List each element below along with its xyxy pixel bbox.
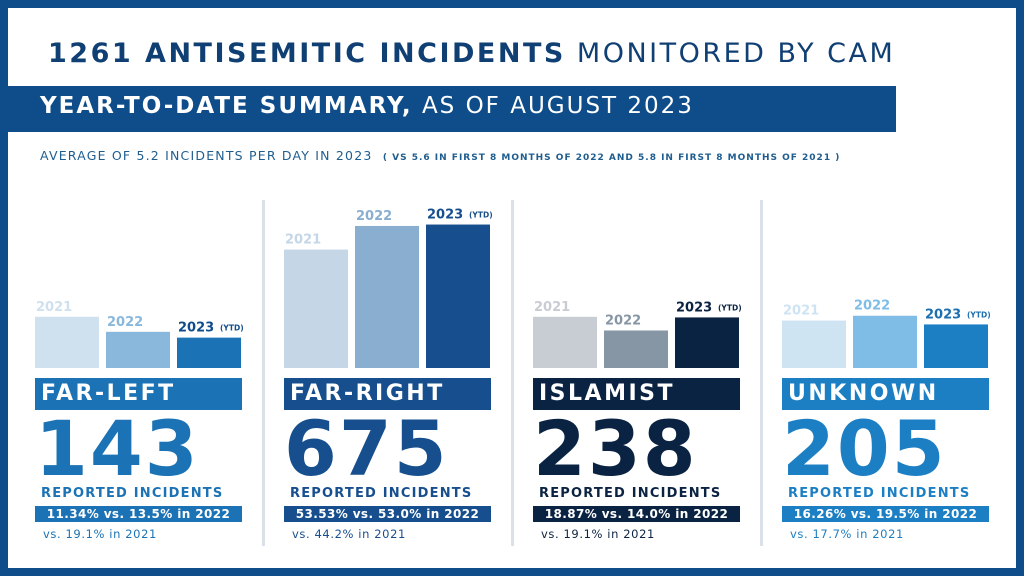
ytd-label: (YTD) xyxy=(469,211,493,220)
average-text: AVERAGE OF 5.2 INCIDENTS PER DAY IN 2023 xyxy=(40,148,373,163)
ytd-label: (YTD) xyxy=(718,303,742,312)
bar-label-2022: 2022 xyxy=(356,209,392,224)
bar-2023 xyxy=(675,317,739,368)
bar-2022 xyxy=(106,331,170,368)
average-note: ( VS 5.6 IN FIRST 8 MONTHS OF 2022 AND 5… xyxy=(382,153,841,163)
bar-label-2021: 2021 xyxy=(783,304,819,319)
bar-chart-unknown: 2021 2022 2023 (YTD) xyxy=(782,299,991,368)
bar-label-2023: 2023 xyxy=(676,300,712,315)
bar-2021 xyxy=(782,320,846,368)
title-rest: MONITORED BY CAM xyxy=(576,38,896,69)
average-line: AVERAGE OF 5.2 INCIDENTS PER DAY IN 2023… xyxy=(40,148,840,163)
reported-incidents-label: REPORTED INCIDENTS xyxy=(788,486,971,501)
bar-label-2022: 2022 xyxy=(605,313,641,328)
incident-count: 205 xyxy=(782,404,947,493)
bar-chart-far-right: 2021 2022 2023 (YTD) xyxy=(284,208,493,368)
incident-count: 238 xyxy=(533,404,698,493)
bar-label-2021: 2021 xyxy=(534,300,570,315)
bar-2023 xyxy=(924,324,988,368)
category-label: FAR-RIGHT xyxy=(284,378,491,410)
bar-label-2023: 2023 xyxy=(178,321,214,336)
ytd-label: (YTD) xyxy=(220,324,244,333)
category-label: FAR-LEFT xyxy=(35,378,242,410)
bar-label-2022: 2022 xyxy=(107,315,143,330)
comparison-2022: 18.87% vs. 14.0% in 2022 xyxy=(533,506,740,522)
banner-rest: AS OF AUGUST 2023 xyxy=(421,93,694,119)
incident-count: 143 xyxy=(35,404,200,493)
ytd-label: (YTD) xyxy=(967,310,991,319)
panel-islamist: 2021 2022 2023 (YTD) ISLAMIST 238 REPORTED INC… xyxy=(533,168,753,558)
category-label: UNKNOWN xyxy=(782,378,989,410)
bar-2022 xyxy=(853,315,917,368)
comparison-2022: 16.26% vs. 19.5% in 2022 xyxy=(782,506,989,522)
reported-incidents-label: REPORTED INCIDENTS xyxy=(41,486,224,501)
bar-2021 xyxy=(284,249,348,368)
bar-chart-islamist: 2021 2022 2023 (YTD) xyxy=(533,300,742,368)
bar-label-2023: 2023 xyxy=(925,307,961,322)
panel-far-left: 2021 2022 2023 (YTD) FAR-LEFT 143 REPORTED INC… xyxy=(35,168,255,558)
comparison-2021: vs. 44.2% in 2021 xyxy=(292,527,406,541)
bar-2022 xyxy=(355,225,419,368)
panel-unknown: 2021 2022 2023 (YTD) UNKNOWN 205 REPORTED INCI… xyxy=(782,168,1002,558)
comparison-2021: vs. 19.1% in 2021 xyxy=(43,527,157,541)
page-content: 1261 ANTISEMITIC INCIDENTS MONITORED BY … xyxy=(8,8,1016,568)
bar-label-2022: 2022 xyxy=(854,299,890,314)
comparison-2022: 11.34% vs. 13.5% in 2022 xyxy=(35,506,242,522)
bar-label-2023: 2023 xyxy=(427,208,463,223)
panel-divider xyxy=(760,200,763,546)
bar-2022 xyxy=(604,330,668,368)
title-bold: 1261 ANTISEMITIC INCIDENTS xyxy=(48,38,566,69)
page-title: 1261 ANTISEMITIC INCIDENTS MONITORED BY … xyxy=(48,38,895,69)
bar-label-2021: 2021 xyxy=(285,233,321,248)
incident-count: 675 xyxy=(284,404,449,493)
category-label: ISLAMIST xyxy=(533,378,740,410)
summary-banner: YEAR-TO-DATE SUMMARY, AS OF AUGUST 2023 xyxy=(8,86,896,132)
comparison-2021: vs. 17.7% in 2021 xyxy=(790,527,904,541)
bar-chart-far-left: 2021 2022 2023 (YTD) xyxy=(35,300,244,368)
bar-2023 xyxy=(177,337,241,368)
panel-divider xyxy=(511,200,514,546)
banner-bold: YEAR-TO-DATE SUMMARY, xyxy=(40,93,413,119)
panel-divider xyxy=(262,200,265,546)
bar-2021 xyxy=(533,316,597,368)
bar-2023 xyxy=(426,224,490,368)
panel-far-right: 2021 2022 2023 (YTD) FAR-RIGHT 675 REPORTED IN… xyxy=(284,168,504,558)
reported-incidents-label: REPORTED INCIDENTS xyxy=(290,486,473,501)
comparison-2022: 53.53% vs. 53.0% in 2022 xyxy=(284,506,491,522)
reported-incidents-label: REPORTED INCIDENTS xyxy=(539,486,722,501)
comparison-2021: vs. 19.1% in 2021 xyxy=(541,527,655,541)
bar-label-2021: 2021 xyxy=(36,300,72,315)
bar-2021 xyxy=(35,316,99,368)
